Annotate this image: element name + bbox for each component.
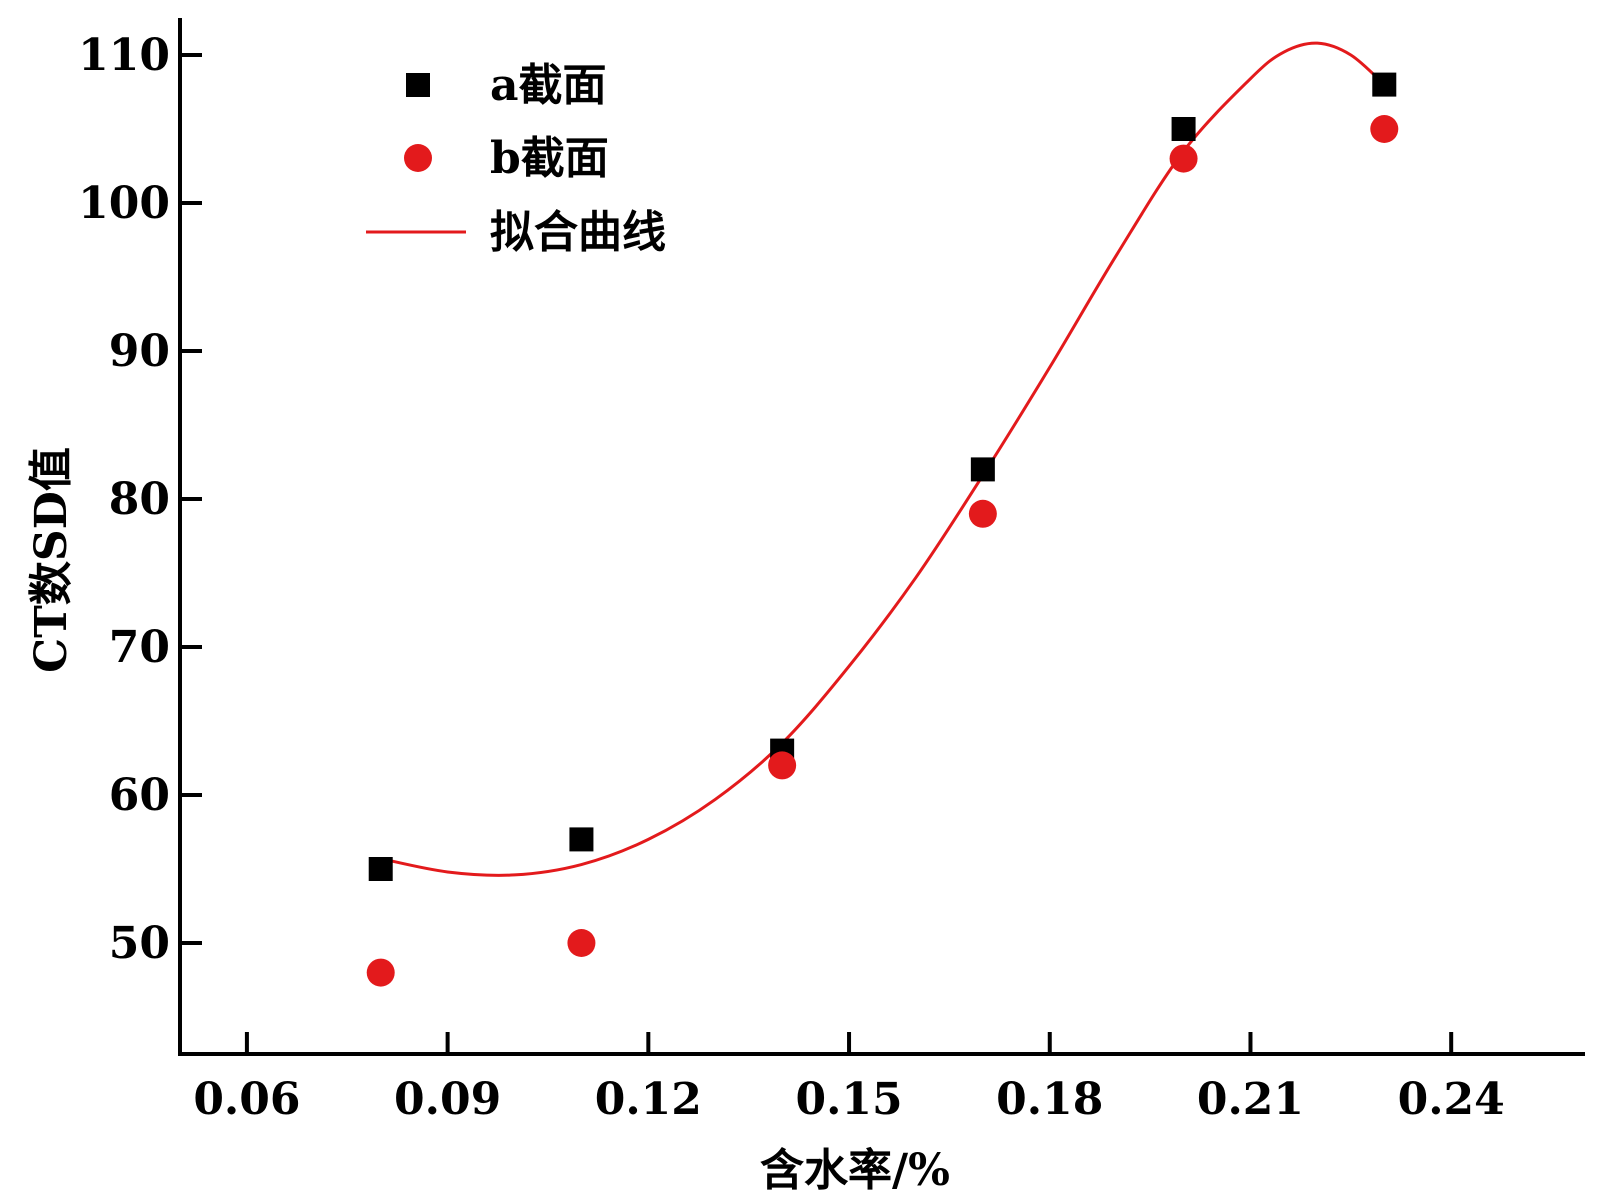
point-a-section — [1372, 72, 1397, 97]
point-b-section — [968, 499, 997, 528]
point-b-section — [366, 958, 395, 987]
y-tick-label: 50 — [109, 918, 170, 969]
y-tick-label: 60 — [109, 770, 170, 821]
point-b-section — [1169, 144, 1198, 173]
y-tick-label: 110 — [78, 30, 170, 81]
legend-label: a截面 — [490, 60, 607, 111]
y-tick-label: 100 — [78, 178, 170, 229]
x-axis-ticks: 0.06 0.09 0.12 0.15 0.18 0.21 0.24 — [193, 1032, 1505, 1125]
x-tick-label: 0.24 — [1398, 1074, 1505, 1125]
point-a-section — [569, 827, 594, 852]
point-a-section — [368, 857, 393, 881]
y-tick-label: 70 — [109, 622, 170, 673]
point-a-section — [970, 457, 995, 482]
axes — [178, 18, 1585, 1056]
legend-label: 拟合曲线 — [490, 207, 666, 258]
legend-label: b截面 — [490, 133, 609, 184]
x-tick-label: 0.06 — [193, 1074, 300, 1125]
x-tick-label: 0.15 — [795, 1074, 902, 1125]
x-tick-label: 0.12 — [595, 1074, 702, 1125]
legend-circle-marker — [404, 144, 432, 172]
x-tick-label: 0.21 — [1197, 1074, 1304, 1125]
x-axis-title: 含水率/% — [760, 1145, 950, 1196]
x-tick-label: 0.18 — [996, 1074, 1103, 1125]
point-a-section — [1171, 117, 1196, 141]
fit-curve-line — [380, 41, 1386, 877]
x-tick-label: 0.09 — [394, 1074, 501, 1125]
y-axis-title: CT数SD值 — [26, 447, 77, 673]
point-b-section — [1370, 115, 1399, 143]
y-tick-label: 80 — [109, 474, 170, 525]
fit-curve-layer — [380, 41, 1386, 877]
data-points-layer — [366, 72, 1399, 987]
point-b-section — [768, 751, 797, 780]
y-axis-ticks: 50 60 70 80 90 100 110 — [78, 30, 202, 969]
y-tick-label: 90 — [109, 326, 170, 377]
point-b-section — [567, 929, 596, 957]
legend-square-marker — [406, 73, 430, 97]
